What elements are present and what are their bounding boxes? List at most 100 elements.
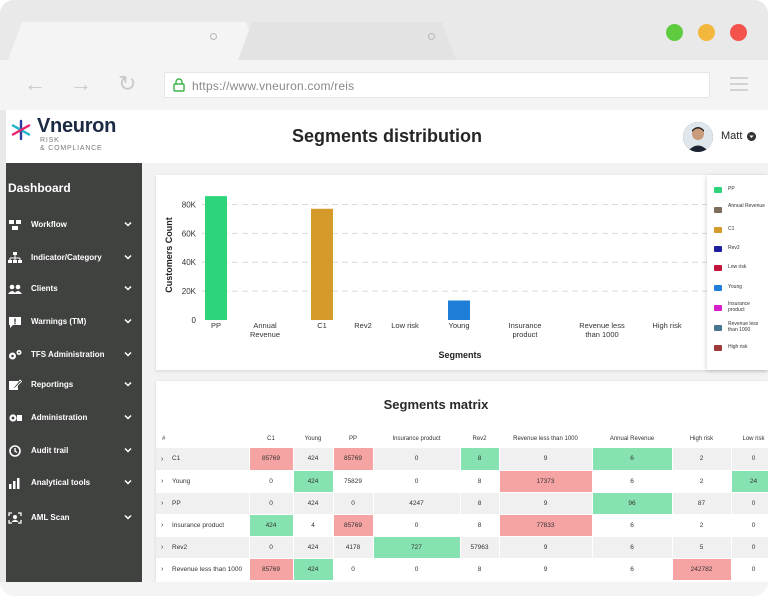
table-cell: 5 bbox=[672, 536, 732, 559]
hierarchy-icon bbox=[8, 252, 22, 263]
sidebar-item-analytical-tools[interactable]: Analytical tools bbox=[6, 474, 142, 494]
chevron-down-icon[interactable] bbox=[123, 316, 133, 326]
table-cell: 0 bbox=[731, 514, 768, 537]
legend-swatch bbox=[714, 285, 722, 291]
sidebar-item-label: Clients bbox=[31, 284, 58, 293]
matrix-column-header[interactable]: Revenue less than 1000 bbox=[513, 436, 578, 442]
matrix-column-header[interactable]: # bbox=[162, 436, 166, 442]
close-button[interactable] bbox=[730, 24, 747, 41]
minimize-button[interactable] bbox=[698, 24, 715, 41]
expand-chevron-icon[interactable]: › bbox=[161, 544, 164, 551]
matrix-column-header[interactable]: Annual Revenue bbox=[609, 436, 655, 442]
sidebar-item-label: AML Scan bbox=[31, 513, 70, 522]
forward-arrow-icon[interactable]: → bbox=[70, 71, 92, 96]
avatar[interactable] bbox=[683, 122, 713, 152]
sidebar-item-label: Warnings (TM) bbox=[31, 317, 87, 326]
browser-toolbar: ← → ↻ https://www.vneuron.com/reis bbox=[0, 60, 768, 110]
table-row[interactable]: › Rev2 0 424 4178 727 57963 9 6 5 0 bbox=[156, 536, 768, 559]
legend-swatch bbox=[714, 227, 722, 233]
bar-pp[interactable] bbox=[205, 196, 227, 320]
row-label-cell[interactable]: › PP bbox=[156, 492, 250, 515]
expand-chevron-icon[interactable]: › bbox=[161, 500, 164, 507]
reload-icon[interactable]: ↻ bbox=[118, 71, 137, 96]
legend-swatch bbox=[714, 305, 722, 311]
sidebar-item-workflow[interactable]: Workflow bbox=[6, 216, 142, 236]
matrix-column-header[interactable]: PP bbox=[348, 436, 357, 442]
sidebar-item-label: Audit trail bbox=[31, 446, 69, 455]
expand-chevron-icon[interactable]: › bbox=[161, 522, 164, 529]
row-label-cell[interactable]: › Young bbox=[156, 470, 250, 493]
table-row[interactable]: › Insurance product 424 4 85769 0 8 77833 6 2 0 bbox=[156, 514, 768, 537]
matrix-column-header[interactable]: Rev2 bbox=[472, 436, 487, 442]
sidebar-item-audit-trail[interactable]: Audit trail bbox=[6, 442, 142, 462]
legend-label: Young bbox=[728, 284, 742, 290]
chevron-down-icon[interactable] bbox=[123, 349, 133, 359]
segments-bar-chart: 0 20K 40K 60K 80K Customers Count Segments PP An… bbox=[164, 196, 716, 360]
row-label-cell[interactable]: › Revenue less than 1000 bbox=[156, 558, 250, 581]
y-tick-label: 20K bbox=[182, 287, 197, 296]
user-name[interactable]: Matt bbox=[721, 130, 743, 142]
sidebar-item-clients[interactable]: Clients bbox=[6, 280, 142, 300]
chevron-down-icon[interactable] bbox=[123, 445, 133, 455]
sidebar-item-warnings-tm[interactable]: Warnings (TM) bbox=[6, 313, 142, 333]
row-label-cell[interactable]: › Insurance product bbox=[156, 514, 250, 537]
sidebar-item-aml-scan[interactable]: AML Scan bbox=[6, 509, 142, 529]
matrix-column-header[interactable]: C1 bbox=[267, 436, 275, 442]
row-label-cell[interactable]: › C1 bbox=[156, 448, 250, 471]
matrix-column-header[interactable]: Insurance product bbox=[392, 436, 441, 442]
maximize-button[interactable] bbox=[666, 24, 683, 41]
browser-bottom-edge bbox=[0, 582, 768, 596]
logo-name: Vneuron bbox=[37, 115, 117, 137]
legend-swatch bbox=[714, 325, 722, 331]
lock-icon bbox=[173, 78, 185, 92]
sidebar: Dashboard Workflow Indicator/Category Clie… bbox=[6, 163, 142, 582]
table-cell: 0 bbox=[249, 536, 294, 559]
chevron-down-icon[interactable] bbox=[123, 379, 133, 389]
table-cell: 8 bbox=[460, 558, 500, 581]
table-cell: 727 bbox=[373, 536, 461, 559]
matrix-column-header[interactable]: Low risk bbox=[742, 436, 765, 442]
chevron-down-icon[interactable] bbox=[123, 412, 133, 422]
matrix-column-header[interactable]: Young bbox=[304, 436, 322, 442]
table-cell: 424 bbox=[249, 514, 294, 537]
sidebar-title[interactable]: Dashboard bbox=[8, 181, 71, 195]
expand-chevron-icon[interactable]: › bbox=[161, 478, 164, 485]
sidebar-item-administration[interactable]: Administration bbox=[6, 409, 142, 429]
sidebar-item-indicator-category[interactable]: Indicator/Category bbox=[6, 249, 142, 269]
hamburger-menu-icon[interactable] bbox=[730, 77, 748, 95]
chevron-down-icon[interactable] bbox=[123, 512, 133, 522]
matrix-column-header[interactable]: High risk bbox=[689, 436, 714, 442]
bar-c1[interactable] bbox=[311, 208, 333, 320]
table-cell: 85769 bbox=[249, 448, 294, 471]
chevron-down-icon[interactable] bbox=[123, 283, 133, 293]
tab-close-icon[interactable] bbox=[210, 33, 217, 40]
table-row[interactable]: › Young 0 424 75829 0 8 17373 6 2 24 bbox=[156, 470, 768, 493]
browser-tab[interactable] bbox=[238, 22, 456, 60]
logo-tagline-line2: & COMPLIANCE bbox=[40, 145, 103, 152]
chevron-down-icon[interactable] bbox=[123, 477, 133, 487]
expand-chevron-icon[interactable]: › bbox=[161, 455, 164, 463]
table-row[interactable]: › Revenue less than 1000 85769 424 0 0 8 9 6 2427… bbox=[156, 558, 768, 581]
table-cell: 9 bbox=[499, 448, 593, 471]
row-label-cell[interactable]: › Rev2 bbox=[156, 536, 250, 559]
tab-close-icon[interactable] bbox=[428, 33, 435, 40]
table-cell: 8 bbox=[460, 470, 500, 493]
chevron-down-icon[interactable] bbox=[123, 252, 133, 262]
back-arrow-icon[interactable]: ← bbox=[24, 71, 46, 96]
table-row[interactable]: › PP 0 424 0 4247 8 9 96 87 0 bbox=[156, 492, 768, 515]
row-label: Revenue less than 1000 bbox=[172, 565, 243, 573]
segments-chart-card: 0 20K 40K 60K 80K Customers Count Segments PP An… bbox=[156, 175, 768, 370]
sidebar-item-reportings[interactable]: Reportings bbox=[6, 376, 142, 396]
browser-tab-active[interactable] bbox=[8, 22, 260, 60]
table-cell: 0 bbox=[333, 558, 374, 581]
expand-chevron-icon[interactable]: › bbox=[161, 566, 164, 573]
table-row[interactable]: › C1 85769 424 85769 0 8 9 6 2 0 bbox=[156, 448, 768, 471]
sidebar-item-tfs-administration[interactable]: TFS Administration bbox=[6, 346, 142, 366]
chevron-down-icon[interactable] bbox=[123, 219, 133, 229]
address-bar[interactable]: https://www.vneuron.com/reis bbox=[164, 72, 710, 98]
segments-matrix-card: Segments matrix # C1 Young PP Insurance prod… bbox=[156, 381, 768, 582]
bar-young[interactable] bbox=[448, 300, 470, 321]
table-cell: 75829 bbox=[333, 470, 374, 493]
user-menu-caret-icon[interactable] bbox=[747, 132, 756, 141]
table-cell: 0 bbox=[373, 514, 461, 537]
